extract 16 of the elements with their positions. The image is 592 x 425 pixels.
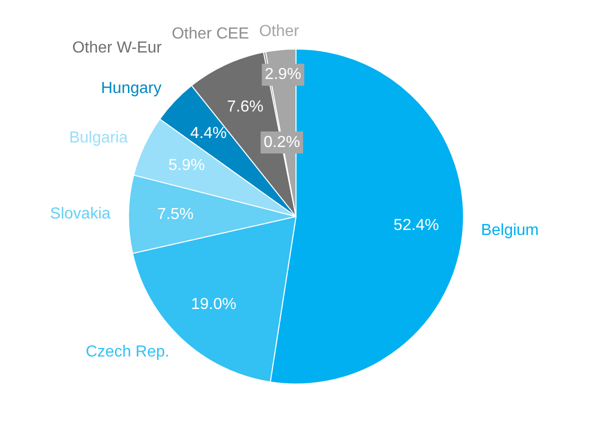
data-label: 0.2% (264, 134, 300, 151)
data-label: 7.5% (157, 206, 194, 224)
slice-label: Other (259, 23, 300, 40)
data-label: 19.0% (190, 296, 236, 314)
slice-label: Other CEE (172, 26, 250, 43)
slice-label: Belgium (480, 222, 539, 240)
data-label: 7.6% (227, 98, 264, 116)
data-label: 5.9% (168, 157, 205, 174)
slice-label: Hungary (100, 80, 162, 98)
slice-label: Slovakia (50, 205, 111, 222)
slice-label: Czech Rep. (86, 343, 170, 360)
data-label: 52.4% (394, 217, 439, 234)
data-label: 2.9% (264, 66, 302, 84)
slice-label: Other W-Eur (72, 40, 162, 57)
slice-label: Bulgaria (69, 130, 128, 147)
data-label: 4.4% (190, 124, 227, 142)
